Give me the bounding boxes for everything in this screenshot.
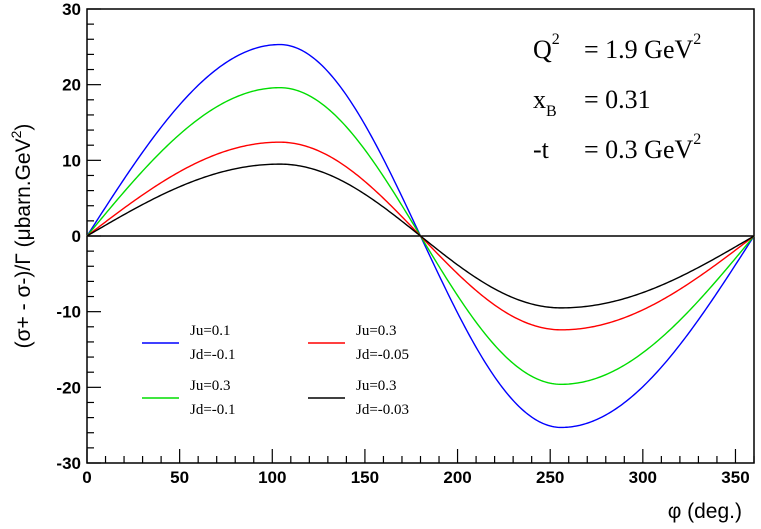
legend-label-line2: Jd=-0.1 — [190, 402, 236, 418]
y-tick-label: -20 — [56, 378, 81, 397]
y-tick-label: 0 — [72, 227, 81, 246]
x-tick-label: 0 — [82, 468, 91, 487]
x-tick-label: 250 — [536, 468, 564, 487]
x-tick-label: 350 — [721, 468, 749, 487]
x-tick-label: 50 — [170, 468, 189, 487]
legend: Ju=0.1 Jd=-0.1 Ju=0.3 Jd=-0.05 Ju=0.3 Jd=-0.1… — [142, 323, 409, 418]
annotation-t-value: = 0.3 GeV — [584, 135, 693, 164]
svg-text:= 0.3 GeV2: = 0.3 GeV2 — [584, 131, 701, 164]
annotation-t-value-sup: 2 — [693, 131, 701, 148]
svg-text:= 1.9 GeV2: = 1.9 GeV2 — [584, 31, 701, 64]
y-axis-title-close: ) — [12, 124, 35, 131]
annotation-xb-label: x — [533, 85, 546, 114]
x-tick-label: 100 — [258, 468, 286, 487]
annotation-xb-sub: B — [546, 103, 557, 120]
legend-label-line2: Jd=-0.03 — [356, 402, 409, 418]
annotation-q2-sup: 2 — [552, 31, 560, 48]
annotation-q2-value-sup: 2 — [693, 31, 701, 48]
legend-label-line2: Jd=-0.1 — [190, 347, 236, 363]
y-tick-label: 10 — [62, 151, 81, 170]
annotation-t: -t = 0.3 GeV2 — [533, 131, 701, 164]
legend-label-line1: Ju=0.1 — [190, 323, 231, 339]
y-tick-label: 30 — [62, 0, 81, 19]
legend-label-line2: Jd=-0.05 — [356, 347, 409, 363]
curves — [86, 43, 755, 429]
svg-text:xB: xB — [533, 85, 557, 120]
x-axis-title: φ (deg.) — [668, 500, 742, 523]
y-axis-title: (σ+ - σ-)/Γ (μbarn.GeV2) — [8, 124, 35, 349]
annotation-t-label: -t — [533, 135, 550, 164]
x-tick-label: 200 — [443, 468, 471, 487]
y-tick-label: -10 — [56, 303, 81, 322]
legend-label-line1: Ju=0.3 — [356, 323, 397, 339]
y-tick-label: 20 — [62, 76, 81, 95]
series-line-3 — [86, 163, 755, 309]
x-tick-label: 300 — [629, 468, 657, 487]
y-tick-label: -30 — [56, 454, 81, 473]
axis-ticks — [86, 8, 755, 464]
legend-label-line1: Ju=0.3 — [356, 378, 397, 394]
y-axis-title-sup: 2 — [8, 130, 24, 138]
annotation-q2-label: Q — [533, 35, 552, 64]
tick-labels: 0 50 100 150 200 250 300 350 -30 -20 -10 0 10 20 30 — [56, 0, 749, 487]
y-axis-title-main: (σ+ - σ-)/Γ (μbarn.GeV — [12, 138, 35, 348]
annotation-q2: Q2 = 1.9 GeV2 — [533, 31, 701, 64]
annotation-xb-value: = 0.31 — [584, 85, 651, 114]
legend-label-line1: Ju=0.3 — [190, 378, 231, 394]
annotation-q2-value: = 1.9 GeV — [584, 35, 693, 64]
x-tick-label: 150 — [351, 468, 379, 487]
svg-text:Q2: Q2 — [533, 31, 560, 64]
annotation-xb: xB = 0.31 — [533, 85, 651, 120]
